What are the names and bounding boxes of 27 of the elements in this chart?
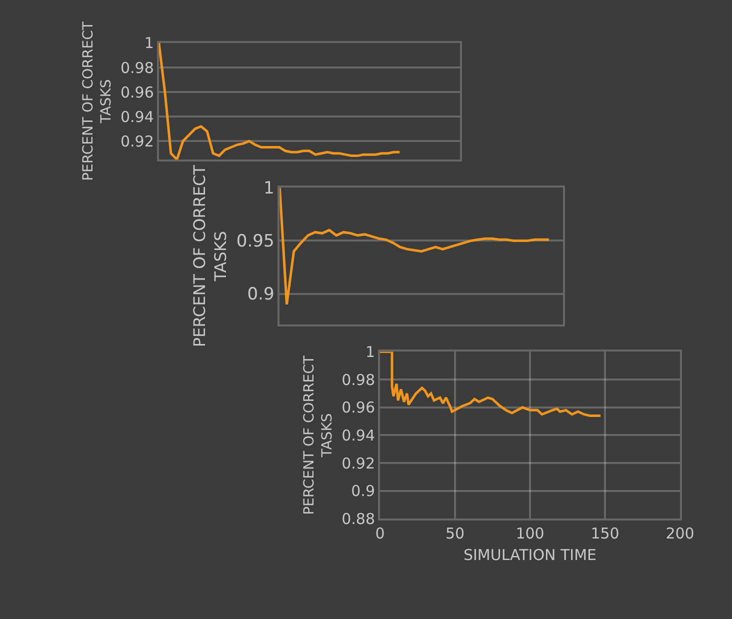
y-tick-label: 0.96	[342, 398, 376, 417]
y-tick-label: 0.98	[342, 370, 376, 389]
y-axis-title: PERCENT OF CORRECT TASKS	[190, 164, 230, 348]
x-tick-label: 50	[445, 524, 465, 543]
x-axis-title: SIMULATION TIME	[463, 546, 597, 564]
y-tick-label: 0.92	[120, 132, 154, 150]
y-tick-label: 1	[263, 178, 274, 199]
x-tick-label: 150	[590, 524, 620, 543]
line-series	[380, 352, 602, 418]
y-tick-label: 0.95	[236, 232, 274, 252]
line-series	[280, 188, 550, 306]
y-tick-label: 0.98	[120, 58, 154, 77]
y-tick-label: 1	[365, 342, 376, 361]
y-tick-label: 1	[144, 34, 154, 52]
y-tick-label: 0.9	[247, 284, 274, 305]
y-tick-label: 0.94	[342, 426, 376, 444]
x-tick-label: 200	[666, 524, 694, 543]
y-tick-label: 0.96	[120, 83, 154, 102]
x-tick-label: 100	[516, 524, 544, 543]
y-tick-label: 0.94	[120, 108, 154, 126]
y-tick-label: 0.92	[342, 454, 376, 472]
line-series	[158, 42, 401, 160]
y-tick-label: 0.88	[342, 510, 376, 528]
y-tick-label: 0.9	[351, 482, 376, 500]
x-tick-label: 0	[375, 524, 385, 543]
y-axis-title: PERCENT OF CORRECT TASKS	[80, 21, 115, 181]
y-axis-title: PERCENT OF CORRECT TASKS	[302, 355, 336, 515]
